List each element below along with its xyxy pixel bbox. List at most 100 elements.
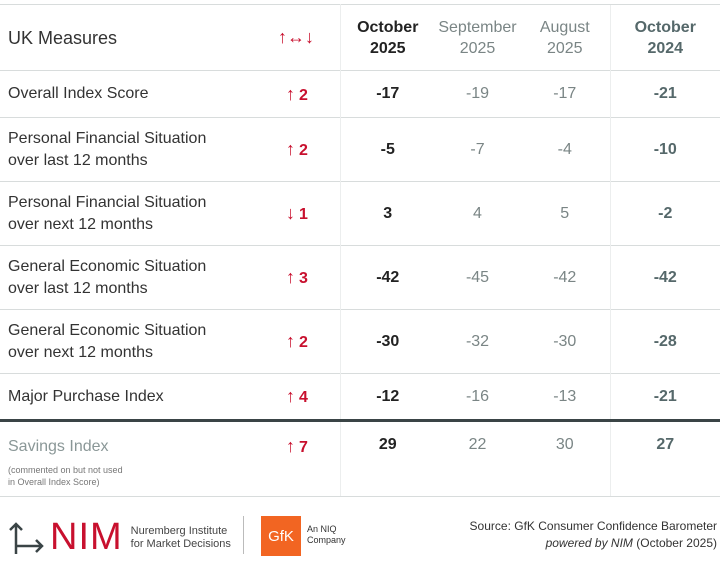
change-value: 1 xyxy=(299,206,308,223)
col-line: 2025 xyxy=(369,39,406,57)
nim-sub: Nuremberg Institute xyxy=(130,524,228,537)
row-label-line: General Economic Situation xyxy=(8,257,207,275)
row-label-line: Personal Financial Situation xyxy=(8,193,207,211)
value-cell: -19 xyxy=(435,70,520,118)
change-cell: ↑ 3 xyxy=(270,245,341,310)
value-cell: -17 xyxy=(520,70,610,118)
change-cell: ↑ 4 xyxy=(270,373,341,422)
value-cell: -4 xyxy=(520,117,610,182)
divider xyxy=(243,516,244,554)
value-cell: -32 xyxy=(435,309,520,374)
change-cell: ↑ 2 xyxy=(270,70,341,118)
arrow-down-icon: ↓ xyxy=(286,203,295,223)
change-value: 2 xyxy=(299,142,308,159)
value-cell: -21 xyxy=(609,373,720,422)
value-cell: 30 xyxy=(520,420,610,497)
row-label-line: Personal Financial Situation xyxy=(8,129,207,147)
change-value: 4 xyxy=(299,389,308,406)
savings-note: (commented on but not used xyxy=(8,465,123,475)
value-cell: -21 xyxy=(609,70,720,118)
value-cell: 3 xyxy=(340,181,435,246)
row-label: Personal Financial Situation over last 12… xyxy=(0,117,270,182)
savings-row: Savings Index (commented on but not used i… xyxy=(0,420,720,497)
col-oct-2024: October 2024 xyxy=(609,4,720,71)
value-cell: -7 xyxy=(435,117,520,182)
change-cell: ↓ 1 xyxy=(270,181,341,246)
row-label: Overall Index Score xyxy=(0,70,270,118)
value-cell: 29 xyxy=(340,420,435,497)
row-label-line: Overall Index Score xyxy=(8,85,149,102)
change-value: 2 xyxy=(299,334,308,351)
nim-logo: NIM Nuremberg Institute for Market Decisi… xyxy=(8,516,231,559)
nim-sub: for Market Decisions xyxy=(130,537,231,550)
col-line: October xyxy=(634,18,696,36)
change-cell: ↑ 7 xyxy=(270,420,341,497)
niq-text: An NIQ Company xyxy=(307,524,346,546)
col-line: September xyxy=(438,18,517,36)
col-line: 2024 xyxy=(647,39,684,57)
savings-note: in Overall Index Score) xyxy=(8,477,100,487)
row-label: General Economic Situation over last 12 m… xyxy=(0,245,270,310)
value-cell: -45 xyxy=(435,245,520,310)
row-label-line: General Economic Situation xyxy=(8,321,207,339)
savings-label: Savings Index xyxy=(8,438,109,455)
nim-wordmark: NIM xyxy=(50,516,123,558)
col-aug-2025: August 2025 xyxy=(520,4,610,71)
col-line: 2025 xyxy=(459,39,496,57)
value-cell: 27 xyxy=(609,420,720,497)
table-row: Overall Index Score ↑ 2 -17 -19 -17 -21 xyxy=(0,70,720,118)
table-row: General Economic Situation over last 12 m… xyxy=(0,245,720,310)
value-cell: -30 xyxy=(520,309,610,374)
table-row: Personal Financial Situation over next 12… xyxy=(0,181,720,246)
niq-line: An NIQ xyxy=(307,524,337,534)
value-cell: -42 xyxy=(520,245,610,310)
change-value: 7 xyxy=(299,439,308,456)
row-label: Personal Financial Situation over next 12… xyxy=(0,181,270,246)
row-label: Major Purchase Index xyxy=(0,373,270,422)
change-value: 2 xyxy=(299,86,308,104)
row-label-line: Major Purchase Index xyxy=(8,387,164,405)
table-title: UK Measures xyxy=(0,4,270,71)
change-cell: ↑ 2 xyxy=(270,309,341,374)
value-cell: -10 xyxy=(609,117,720,182)
row-label: Savings Index (commented on but not used i… xyxy=(0,420,270,497)
value-cell: 5 xyxy=(520,181,610,246)
value-cell: -2 xyxy=(609,181,720,246)
change-cell: ↑ 2 xyxy=(270,117,341,182)
row-label: General Economic Situation over next 12 m… xyxy=(0,309,270,374)
arrow-up-icon: ↑ xyxy=(286,436,295,456)
value-cell: -16 xyxy=(435,373,520,422)
source-line: Source: GfK Consumer Confidence Baromete… xyxy=(469,519,717,533)
header-row: UK Measures ↑↔↓ October 2025 September 202… xyxy=(0,4,720,71)
table-row: Personal Financial Situation over last 12… xyxy=(0,117,720,182)
change-value: 3 xyxy=(299,270,308,287)
value-cell: -42 xyxy=(609,245,720,310)
col-oct-2025: October 2025 xyxy=(340,4,435,71)
col-line: August xyxy=(539,18,590,36)
gfk-logo: GfK xyxy=(261,516,301,556)
table-row: General Economic Situation over next 12 m… xyxy=(0,309,720,374)
row-label-line: over next 12 months xyxy=(8,343,153,361)
arrow-up-icon: ↑ xyxy=(286,331,295,351)
niq-line: Company xyxy=(307,535,346,545)
change-header: ↑↔↓ xyxy=(270,4,341,71)
source-text: Source: GfK Consumer Confidence Baromete… xyxy=(470,518,717,552)
value-cell: -12 xyxy=(340,373,435,422)
powered-by: powered by NIM xyxy=(545,536,633,550)
col-sep-2025: September 2025 xyxy=(435,4,520,71)
powered-date: (October 2025) xyxy=(636,536,717,550)
value-cell: -5 xyxy=(340,117,435,182)
value-cell: -30 xyxy=(340,309,435,374)
arrow-up-icon: ↑ xyxy=(286,267,295,287)
col-line: October xyxy=(357,18,419,36)
value-cell: -42 xyxy=(340,245,435,310)
row-label-line: over last 12 months xyxy=(8,151,148,169)
value-cell: -28 xyxy=(609,309,720,374)
arrow-up-icon: ↑ xyxy=(286,386,295,406)
arrow-up-icon: ↑ xyxy=(286,139,295,159)
value-cell: -13 xyxy=(520,373,610,422)
table-row: Major Purchase Index ↑ 4 -12 -16 -13 -21 xyxy=(0,373,720,422)
value-cell: 22 xyxy=(435,420,520,497)
measures-table: UK Measures ↑↔↓ October 2025 September 202… xyxy=(0,4,720,497)
row-label-line: over last 12 months xyxy=(8,279,148,297)
